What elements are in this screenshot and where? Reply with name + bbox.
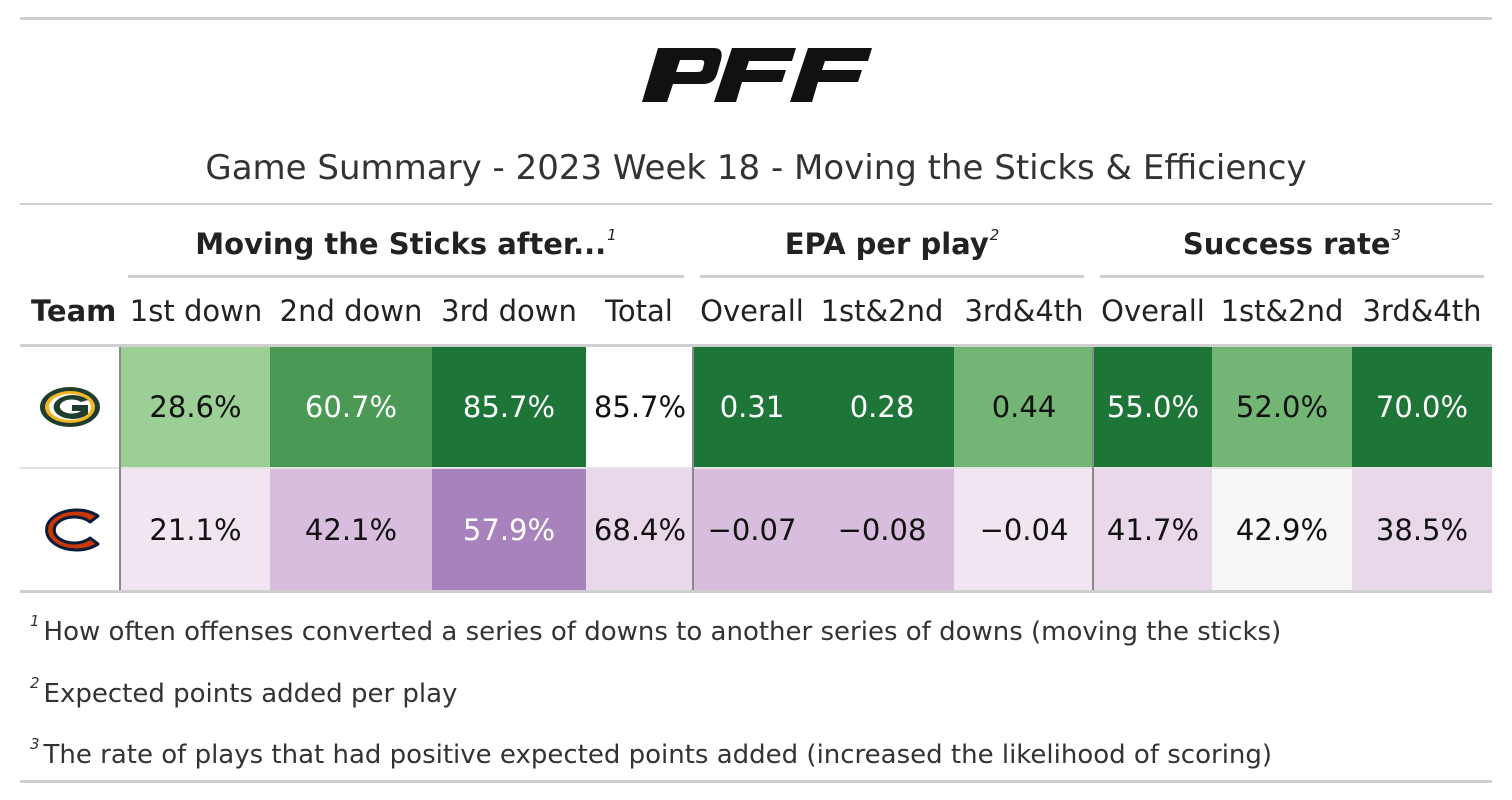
table-cell: 0.44 [954, 347, 1094, 467]
table-cell: 85.7% [432, 347, 586, 467]
col-header-success-1st-2nd: 1st&2nd [1220, 294, 1344, 328]
col-header-success-3rd-4th: 3rd&4th [1362, 294, 1482, 328]
table-cell: 85.7% [586, 347, 694, 467]
table-cell: −0.07 [694, 469, 810, 590]
footnote-1: 1 How often offenses converted a series o… [30, 612, 1282, 647]
table-cell: 60.7% [270, 347, 432, 467]
table-cell: −0.08 [810, 469, 954, 590]
group-label-success-rate: Success rate3 [1182, 226, 1402, 261]
chicago-bears-logo-icon [45, 508, 100, 551]
col-header-total: Total [605, 294, 673, 328]
table-cell: 42.1% [270, 469, 432, 590]
title-rule [20, 203, 1492, 205]
team-column-divider [119, 347, 121, 590]
col-header-epa-overall: Overall [700, 294, 804, 328]
col-header-team: Team [31, 294, 117, 328]
group-label-epa: EPA per play2 [784, 226, 1000, 261]
table-cell: 57.9% [432, 469, 586, 590]
table-cell: 0.28 [810, 347, 954, 467]
col-header-3rd-down: 3rd down [441, 294, 577, 328]
header-rule [20, 344, 1492, 347]
col-header-success-overall: Overall [1101, 294, 1205, 328]
team-cell-packers [20, 347, 120, 467]
table-cell: 38.5% [1352, 469, 1492, 590]
footnote-2: 2 Expected points added per play [30, 674, 458, 709]
body-rule [20, 590, 1492, 593]
table-cell: 0.31 [694, 347, 810, 467]
group-rule-success-rate [1100, 275, 1484, 278]
page-title: Game Summary - 2023 Week 18 - Moving the… [205, 148, 1307, 188]
team-cell-bears [20, 469, 120, 590]
table-cell: −0.04 [954, 469, 1094, 590]
col-header-epa-3rd-4th: 3rd&4th [964, 294, 1084, 328]
table-cell: 28.6% [121, 347, 270, 467]
row-divider [20, 467, 1492, 469]
table-cell: 42.9% [1212, 469, 1352, 590]
green-bay-packers-logo-icon [40, 387, 100, 427]
group-rule-moving-sticks [128, 275, 684, 278]
table-cell: 68.4% [586, 469, 694, 590]
group-rule-epa [700, 275, 1084, 278]
footnote-3: 3 The rate of plays that had positive exp… [30, 735, 1273, 770]
group-label-moving-sticks: Moving the Sticks after...1 [195, 226, 617, 261]
table-cell: 70.0% [1352, 347, 1492, 467]
table-cell: 52.0% [1212, 347, 1352, 467]
top-rule [20, 17, 1492, 20]
col-header-1st-down: 1st down [129, 294, 263, 328]
bottom-rule [20, 780, 1492, 783]
col-header-2nd-down: 2nd down [279, 294, 423, 328]
epa-divider [1092, 347, 1094, 590]
table-cell: 21.1% [121, 469, 270, 590]
moving-sticks-divider [692, 347, 694, 590]
pff-logo [642, 48, 872, 102]
col-header-epa-1st-2nd: 1st&2nd [820, 294, 944, 328]
table-cell: 41.7% [1094, 469, 1212, 590]
table-cell: 55.0% [1094, 347, 1212, 467]
